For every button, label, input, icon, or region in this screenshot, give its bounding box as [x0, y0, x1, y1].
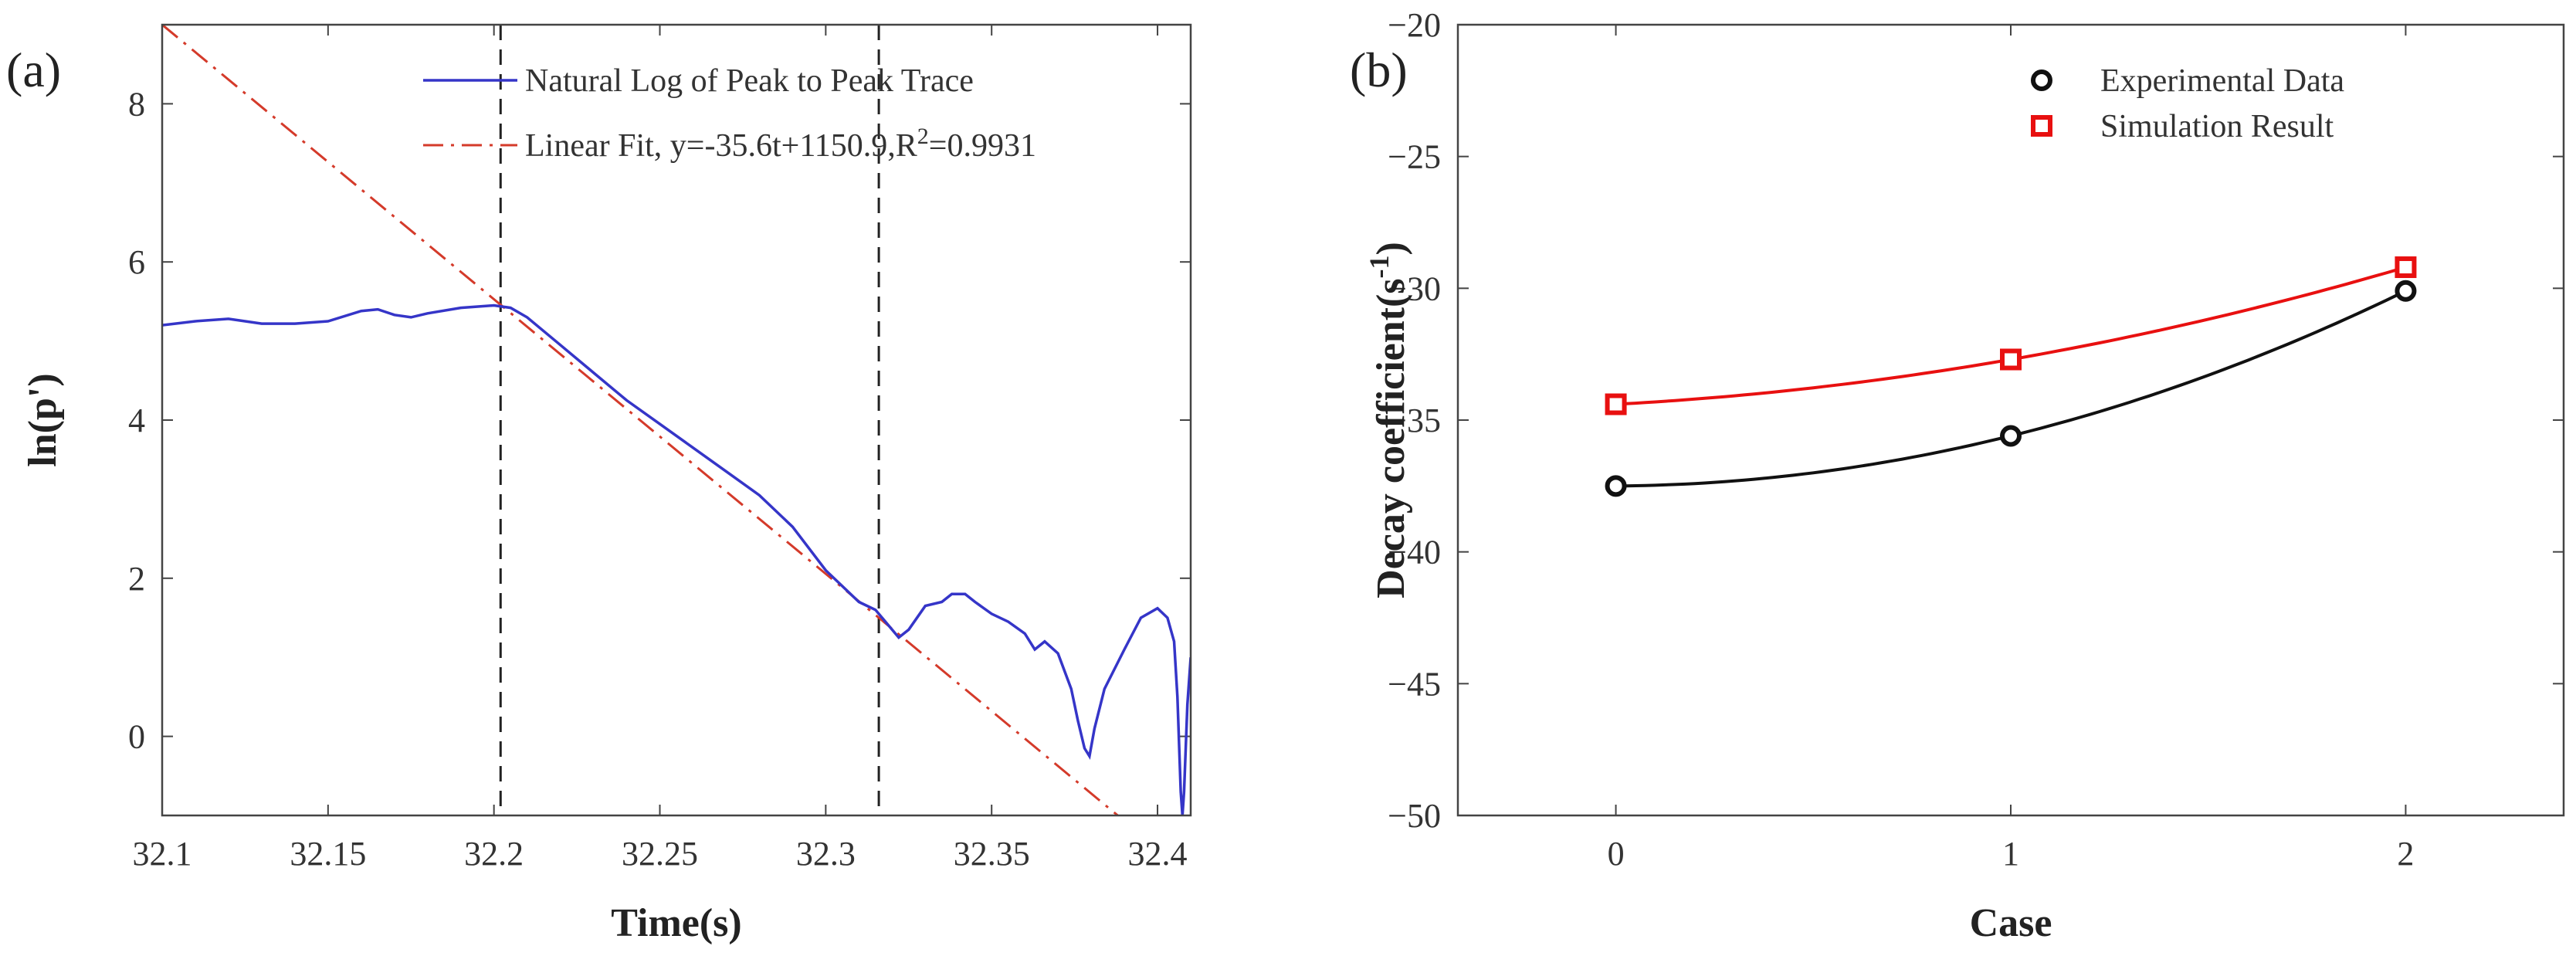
b-series-simulation-line	[1615, 266, 2406, 406]
b-y-tick-label: −50	[1388, 797, 1441, 835]
panel-b: (b) 0 1 2 −50 −45 −40 −35 −30 −25 −20 Experiment…	[1350, 6, 2565, 945]
b-experimental-point	[2395, 280, 2417, 302]
b-y-tick-label: −25	[1388, 138, 1441, 176]
a-x-tick-label: 32.3	[796, 835, 856, 873]
b-y-tick-label: −40	[1388, 534, 1441, 571]
b-series-experimental-line	[1615, 289, 2407, 488]
b-legend-experimental-label: Experimental Data	[2100, 63, 2344, 99]
b-y-axis-label-suffix: )	[1369, 242, 1413, 255]
a-series-peak-trace-line	[162, 303, 1191, 815]
a-legend-fit-prefix: Linear Fit, y=-35.6t+1150.9,R	[525, 128, 917, 164]
b-x-axis-label: Case	[1970, 901, 2052, 945]
b-experimental-point	[1605, 475, 1627, 497]
b-y-axis-label-main: Decay coefficient(s	[1369, 278, 1413, 598]
panel-a-label: (a)	[6, 42, 61, 97]
a-x-tick-label: 32.15	[290, 835, 366, 873]
b-x-tick-label: 2	[2397, 835, 2414, 873]
a-legend-fit-suffix: =0.9931	[929, 128, 1036, 164]
b-y-ticks: −50 −45 −40 −35 −30 −25 −20	[1388, 6, 2564, 835]
b-simulation-point	[2000, 348, 2022, 371]
a-legend-fit-label: Linear Fit, y=-35.6t+1150.9,R2=0.9931	[525, 124, 1036, 164]
b-legend-simulation-label: Simulation Result	[2100, 109, 2334, 144]
b-simulation-point	[2395, 256, 2417, 279]
b-x-ticks: 0 1 2	[1608, 25, 2414, 873]
a-x-tick-label: 32.35	[954, 835, 1030, 873]
b-legend-simulation-marker	[2031, 115, 2052, 137]
b-legend: Experimental Data Simulation Result	[2031, 63, 2344, 144]
b-y-tick-label: −45	[1388, 665, 1441, 703]
a-y-tick-label: 2	[128, 560, 145, 598]
b-markers	[1605, 256, 2417, 497]
a-x-tick-label: 32.4	[1128, 835, 1188, 873]
a-x-tick-label: 32.25	[622, 835, 698, 873]
a-x-tick-label: 32.2	[464, 835, 524, 873]
b-x-tick-label: 1	[2002, 835, 2019, 873]
b-y-axis-label: Decay coefficient(s-1)	[1364, 242, 1413, 598]
a-y-tick-label: 8	[128, 85, 145, 123]
b-legend-experimental-marker	[2031, 69, 2052, 91]
a-plot-frame	[161, 23, 1192, 817]
b-plot-frame	[1456, 23, 2565, 817]
b-y-tick-label: −20	[1388, 6, 1441, 44]
a-x-axis-label: Time(s)	[611, 901, 741, 945]
a-series-linear-fit-line	[162, 25, 1119, 815]
a-x-tick-label: 32.1	[133, 835, 192, 873]
b-y-tick-label: −35	[1388, 402, 1441, 439]
a-x-ticks: 32.1 32.15 32.2 32.25 32.3 32.35 32.4	[133, 25, 1188, 873]
a-y-tick-label: 0	[128, 718, 145, 756]
a-y-ticks: 0 2 4 6 8	[128, 85, 1191, 756]
a-y-tick-label: 6	[128, 243, 145, 281]
a-y-tick-label: 4	[128, 402, 145, 439]
a-vertical-lines	[499, 25, 880, 815]
panel-a: (a) 32.1 32.15 32.2 32.25 32.3 32.35 32.4 0 2 4 6…	[6, 23, 1192, 945]
a-legend-trace-label: Natural Log of Peak to Peak Trace	[525, 63, 974, 99]
a-y-axis-label: ln(p')	[21, 373, 65, 466]
b-y-tick-label: −30	[1388, 270, 1441, 307]
b-x-tick-label: 0	[1608, 835, 1625, 873]
panel-b-label: (b)	[1350, 42, 1408, 97]
a-legend: Natural Log of Peak to Peak Trace Linear…	[423, 63, 1036, 164]
b-simulation-point	[1605, 393, 1627, 415]
b-y-axis-label-sup: -1	[1364, 255, 1395, 278]
a-legend-fit-sup: 2	[917, 124, 929, 149]
b-experimental-point	[2000, 425, 2022, 447]
